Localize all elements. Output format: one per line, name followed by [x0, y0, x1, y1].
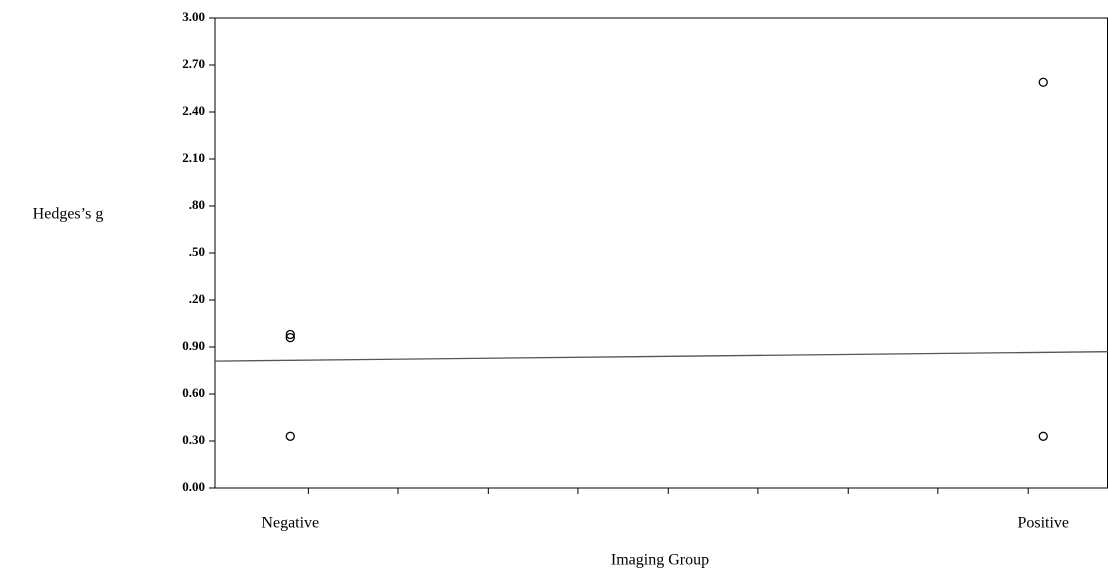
- y-tick-label: 0.90: [182, 338, 205, 353]
- y-tick-label: 2.10: [182, 150, 205, 165]
- y-tick-label: 2.40: [182, 103, 205, 118]
- y-tick-label: 0.60: [182, 385, 205, 400]
- fit-line: [214, 351, 1108, 362]
- x-category-label: Negative: [261, 515, 319, 532]
- x-category-label: Positive: [1017, 515, 1069, 532]
- x-axis-label: Imaging Group: [611, 552, 709, 569]
- point: [285, 329, 295, 340]
- y-tick-label: 2.70: [182, 56, 205, 71]
- y-tick-label: .20: [189, 291, 205, 306]
- point: [1038, 77, 1048, 87]
- y-tick-label: 0.00: [182, 479, 205, 494]
- y-tick-label: .80: [189, 197, 205, 212]
- y-tick-label: .50: [189, 244, 205, 259]
- point: [285, 431, 295, 441]
- y-axis-label: Hedges’s g: [33, 206, 104, 223]
- point: [1038, 431, 1048, 441]
- y-tick-label: 3.00: [182, 9, 205, 24]
- point: [285, 332, 295, 343]
- y-tick-label: 0.30: [182, 432, 205, 447]
